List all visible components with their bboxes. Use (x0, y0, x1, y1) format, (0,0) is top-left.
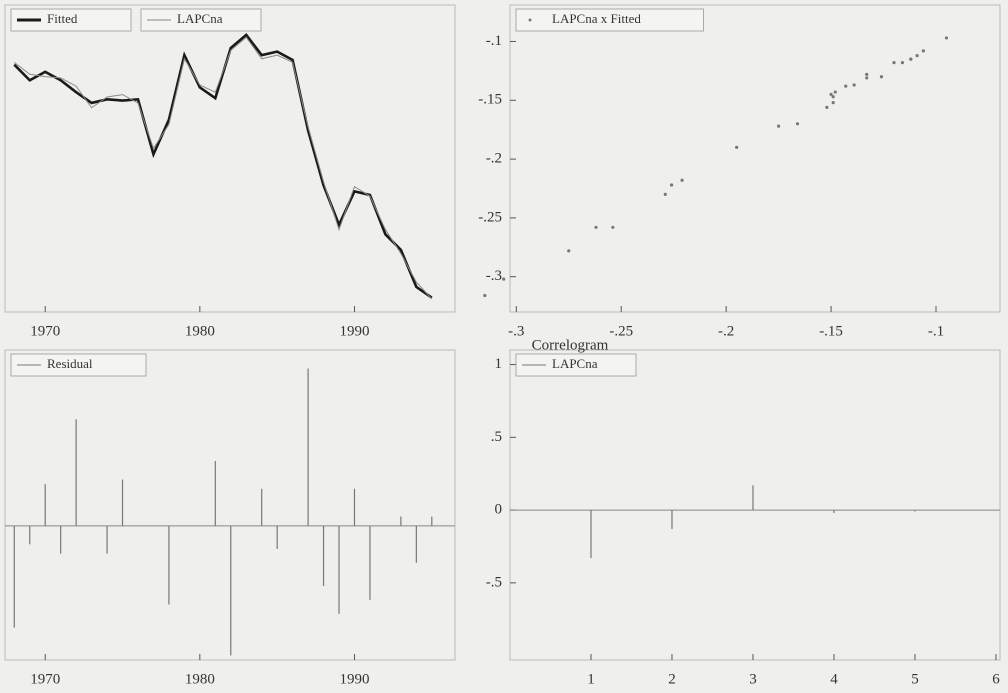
x-tick-label: 1970 (30, 323, 60, 339)
scatter-point (825, 105, 829, 109)
scatter-point (831, 95, 835, 99)
scatter-point (909, 57, 913, 61)
scatter-point (735, 145, 739, 149)
scatter-point (594, 225, 598, 229)
scatter-point (865, 72, 869, 76)
plot-frame (4, 4, 456, 313)
scatter-point (900, 61, 905, 65)
scatter-point (611, 225, 615, 229)
scatter-point (829, 92, 833, 96)
plot-frame (509, 4, 1001, 313)
x-tick-label: 3 (749, 671, 757, 687)
chart-title: Correlogram (532, 337, 609, 353)
scatter-point (680, 178, 684, 182)
data-line (13, 36, 433, 300)
scatter-point (483, 293, 487, 298)
data-line (13, 32, 433, 299)
y-tick-label: -.15 (478, 92, 502, 108)
y-tick-label: 0 (495, 502, 503, 518)
scatter-point (865, 76, 869, 80)
legend-label: LAPCna x Fitted (552, 11, 641, 26)
legend-label: Fitted (47, 11, 78, 26)
scatter-point (795, 122, 800, 126)
scatter-point (663, 192, 667, 196)
x-tick-label: 1 (587, 671, 595, 687)
legend-box (10, 8, 132, 32)
legend-label: LAPCna (552, 356, 598, 371)
scatter-point (921, 49, 926, 53)
legend-label: Residual (47, 356, 93, 371)
y-tick-label: -.3 (486, 268, 502, 284)
x-tick-label: 1990 (339, 671, 369, 687)
scatter-point (944, 36, 949, 40)
scatter-point (852, 83, 856, 87)
x-tick-label: -.2 (718, 323, 734, 339)
y-tick-label: -.1 (486, 33, 502, 49)
x-tick-label: 1990 (339, 323, 369, 339)
x-tick-label: 6 (992, 671, 1000, 687)
scatter-point (502, 277, 506, 281)
x-tick-label: -.3 (508, 323, 524, 339)
legend-box (515, 353, 637, 377)
legend-box (515, 8, 704, 32)
scatter-point (915, 53, 919, 58)
y-tick-label: 1 (495, 356, 503, 372)
x-tick-label: 1970 (30, 671, 60, 687)
legend-box (10, 353, 147, 377)
x-tick-label: 1980 (185, 671, 215, 687)
scatter-point (892, 61, 896, 65)
plot-frame (4, 349, 456, 661)
x-tick-label: -.1 (928, 323, 944, 339)
y-tick-label: -.25 (478, 209, 502, 225)
x-tick-label: 1980 (185, 323, 215, 339)
x-tick-label: -.15 (819, 323, 843, 339)
legend-label: LAPCna (177, 11, 223, 26)
legend-box (140, 8, 262, 32)
x-tick-label: -.25 (609, 323, 633, 339)
x-tick-label: 5 (911, 671, 919, 687)
scatter-point (567, 249, 571, 253)
legend-symbol (528, 18, 532, 22)
y-tick-label: .5 (491, 429, 502, 445)
x-tick-label: 4 (830, 671, 838, 687)
scatter-point (831, 101, 835, 105)
scatter-point (777, 124, 781, 128)
x-tick-label: 2 (668, 671, 676, 687)
plot-frame (509, 349, 1001, 661)
scatter-point (879, 75, 884, 79)
scatter-point (669, 183, 674, 187)
y-tick-label: -.5 (486, 574, 502, 590)
y-tick-label: -.2 (486, 151, 502, 167)
scatter-point (844, 84, 848, 88)
scatter-point (833, 90, 837, 94)
